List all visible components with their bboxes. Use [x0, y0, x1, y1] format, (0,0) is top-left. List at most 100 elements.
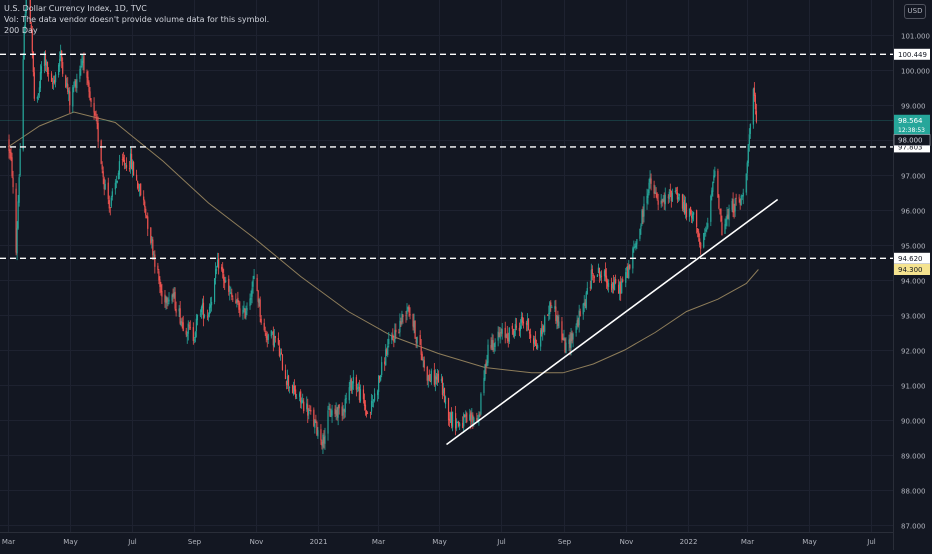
candle-body: [122, 157, 125, 162]
candle-body: [309, 410, 311, 411]
candle-body: [272, 331, 274, 346]
ma-label[interactable]: 200 Day: [4, 26, 38, 35]
horizontal-levels[interactable]: [0, 53, 893, 259]
candle-body: [273, 335, 275, 347]
candle-body: [37, 93, 39, 96]
candle-body: [470, 412, 472, 422]
candle-body: [43, 51, 46, 66]
candle-body: [192, 327, 194, 341]
candle-body: [473, 417, 475, 424]
candle-body: [125, 164, 128, 168]
candle-body: [402, 315, 404, 318]
candle-body: [292, 385, 295, 395]
candle-body: [381, 362, 383, 375]
candle-body: [684, 203, 687, 214]
volume-note: Vol: The data vendor doesn't provide vol…: [4, 15, 270, 24]
candle-body: [498, 332, 500, 338]
candle-body: [96, 119, 98, 124]
candle-body: [244, 308, 246, 319]
candle-body: [232, 298, 234, 300]
candle-body: [65, 75, 67, 88]
candle-body: [720, 209, 722, 222]
candle-body: [171, 295, 173, 301]
trendline-group[interactable]: [446, 198, 779, 446]
candle-body: [447, 398, 450, 421]
symbol-title[interactable]: U.S. Dollar Currency Index, 1D, TVC: [4, 4, 147, 13]
candle-body: [508, 327, 510, 342]
candle-body: [480, 393, 482, 415]
candle-body: [217, 259, 219, 268]
candle-body: [175, 308, 177, 313]
candle-body: [87, 76, 89, 84]
chart-legend: U.S. Dollar Currency Index, 1D, TVC Vol:…: [4, 3, 269, 36]
candle-body: [731, 200, 733, 210]
candle-body: [356, 387, 358, 390]
candle-body: [629, 264, 631, 269]
candle-body: [158, 271, 160, 281]
currency-button[interactable]: USD: [904, 4, 926, 19]
candle-body: [504, 327, 506, 338]
candle-body: [199, 313, 202, 315]
candle-body: [104, 183, 106, 190]
candle-body: [724, 224, 726, 234]
candle-body: [569, 338, 571, 348]
candle-body: [648, 182, 650, 194]
price-tick-label: 101.000: [901, 33, 930, 41]
candle-body: [187, 323, 189, 334]
time-axis[interactable]: Mar May Jul Sep Nov 2021 Mar May Jul Sep Nov 2022 Ma…: [0, 532, 893, 547]
candle-body: [208, 306, 211, 315]
candle-body: [568, 339, 570, 345]
candle-body: [550, 302, 552, 307]
candle-body: [46, 61, 49, 75]
candle-body: [661, 200, 663, 203]
candle-body: [270, 330, 272, 337]
candle-body: [420, 346, 422, 355]
candle-body: [646, 195, 648, 204]
candle-body: [359, 388, 362, 402]
candle-body: [172, 294, 174, 298]
candle-body: [584, 302, 586, 307]
candle-body: [335, 409, 337, 414]
candle-body: [86, 71, 88, 78]
candle-body: [706, 228, 708, 230]
price-tag-label: 94.300: [898, 266, 923, 274]
candle-body: [186, 334, 188, 337]
candle-body: [372, 400, 375, 402]
candle-body: [690, 216, 693, 218]
candle-body: [451, 411, 454, 428]
candle-body: [735, 197, 737, 199]
time-tick-label: Sep: [558, 538, 572, 546]
candle-body: [351, 381, 353, 390]
candle-body: [180, 321, 182, 326]
candle-body: [331, 410, 333, 416]
candle-body: [674, 190, 676, 192]
candle-body: [107, 182, 109, 200]
candle-body: [258, 299, 260, 303]
candle-body: [72, 87, 74, 107]
candle-body: [705, 229, 707, 232]
candle-body: [160, 284, 162, 293]
candle-body: [399, 320, 401, 333]
candle-body: [755, 111, 757, 122]
candle-body: [599, 274, 602, 279]
candle-body: [563, 337, 565, 341]
candle-body: [477, 419, 479, 421]
candle-body: [557, 316, 559, 327]
candle-body: [671, 192, 673, 202]
candle-body: [44, 53, 47, 66]
candle-body: [639, 228, 641, 239]
candle-body: [39, 71, 42, 89]
candle-body: [281, 354, 284, 370]
candle-body: [643, 203, 645, 217]
candle-body: [449, 412, 452, 423]
candle-body: [313, 409, 315, 426]
candle-body: [394, 330, 396, 343]
candle-body: [138, 189, 140, 192]
candle-body: [540, 330, 542, 347]
candle-body: [459, 423, 461, 427]
candle-body: [582, 303, 584, 315]
candle-body: [491, 339, 493, 348]
candle-body: [146, 215, 148, 219]
